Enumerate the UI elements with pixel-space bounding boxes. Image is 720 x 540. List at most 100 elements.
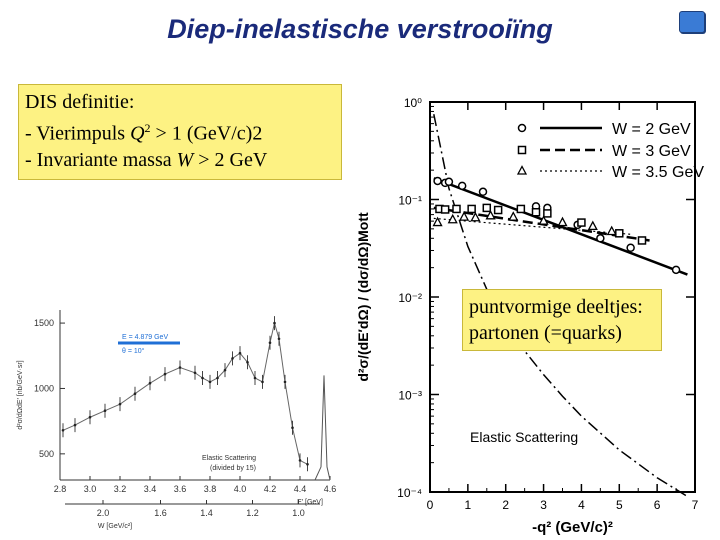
sf-data-point [557, 216, 568, 227]
spec-data-point [88, 415, 92, 419]
spec-w-tick-label: 1.2 [246, 508, 259, 518]
spec-y-tick-label: 1500 [34, 318, 54, 328]
sf-data-point [478, 187, 488, 197]
sf-data-point [457, 181, 467, 191]
spec-x-tick-label: 3.0 [84, 484, 97, 494]
spec-w-tick-label: 1.6 [154, 508, 167, 518]
spec-data-point [238, 351, 242, 355]
sf-fit-line [433, 114, 688, 498]
definition-line-q2: - Vierimpuls Q2 > 1 (GeV/c)2 [25, 115, 335, 147]
sf-y-tick-label: 10⁰ [404, 96, 422, 110]
spec-y-axis-label: d²σ/dΩdE′ [nb/GeV·sr] [17, 360, 24, 429]
spec-data-point [148, 381, 152, 385]
definition-line-w: - Invariante massa W > 2 GeV [25, 147, 335, 173]
spec-data-point [306, 463, 309, 466]
spec-data-point [133, 392, 137, 395]
spec-data-point [208, 380, 212, 384]
sf-data-point [606, 225, 617, 236]
spec-w-axis-label: W [GeV/c²] [98, 523, 132, 530]
spec-data-point [216, 376, 219, 380]
spec-w-tick-label: 1.4 [200, 508, 213, 518]
spec-annotation-note: (divided by 15) [210, 465, 256, 472]
w-variable: W [176, 148, 194, 171]
spec-x-tick-label: 2.8 [54, 484, 67, 494]
sf-x-tick-label: 0 [427, 498, 434, 512]
spec-data-point [291, 426, 294, 429]
sf-data-point [470, 211, 481, 222]
spec-y-tick-label: 1000 [34, 383, 54, 393]
spec-x-tick-label: 3.4 [144, 484, 157, 494]
spec-annotation: Elastic Scattering [202, 455, 256, 462]
sf-x-tick-label: 3 [540, 498, 547, 512]
sf-legend-marker [517, 123, 527, 133]
q-superscript: 2 [144, 121, 151, 135]
sf-x-tick-label: 2 [502, 498, 509, 512]
sf-data-point [452, 204, 461, 214]
sf-legend-marker [516, 165, 528, 175]
q2-suffix: > 1 (GeV/c)2 [150, 122, 263, 145]
sf-legend-label: W = 3.5 GeV [612, 164, 704, 181]
sf-y-tick-label: 10⁻⁴ [397, 486, 422, 500]
parton-box: puntvormige deeltjes: partonen (=quarks) [462, 289, 662, 351]
sf-data-point [432, 216, 443, 227]
sf-data-point [444, 177, 454, 187]
sf-data-point [637, 236, 647, 245]
parton-line-2: partonen (=quarks) [469, 322, 622, 344]
sf-data-point [538, 215, 549, 225]
sf-data-point [516, 204, 526, 214]
w-suffix: > 2 GeV [193, 148, 268, 171]
sf-data-point [485, 209, 496, 220]
sf-data-point [440, 205, 450, 214]
spec-data-point [223, 368, 227, 372]
slide-title: Diep-inelastische verstrooiïng [167, 14, 553, 44]
sf-annotation: Elastic Scattering [470, 429, 578, 445]
spec-data-point [73, 423, 77, 427]
sf-data-point [577, 218, 586, 227]
sf-y-tick-label: 10⁻¹ [398, 194, 422, 208]
spec-data-point [201, 376, 204, 380]
spec-data-point [298, 459, 302, 462]
spec-data-point [193, 371, 197, 375]
spec-data-point [246, 361, 249, 364]
spec-data-point [61, 429, 65, 432]
q2-prefix: - Vierimpuls [25, 122, 131, 145]
sf-x-tick-label: 4 [578, 498, 585, 512]
definition-box: DIS definitie: - Vierimpuls Q2 > 1 (GeV/… [18, 84, 342, 180]
sf-x-tick-label: 7 [692, 498, 699, 512]
sf-data-point [493, 205, 503, 215]
sf-data-point [508, 211, 519, 221]
navigation-button-icon[interactable] [679, 11, 705, 33]
sf-data-point [626, 243, 635, 252]
spec-w-tick-label: 1.0 [292, 508, 305, 518]
spec-x-tick-label: 3.8 [204, 484, 217, 494]
spec-data-point [103, 409, 107, 412]
sf-data-point [543, 209, 552, 218]
spec-data-point [163, 372, 167, 376]
spec-data-point [277, 337, 281, 341]
sf-data-point [433, 176, 442, 186]
structure-function-chart: 0 1 2 3 4 5 6 7 10⁰ 10⁻¹ 10⁻² 10⁻³ 10⁻⁴ -q² (GeV/c)² d… [355, 96, 704, 536]
sf-data-point [447, 213, 458, 224]
sf-legend-label: W = 3 GeV [612, 143, 691, 160]
sf-data-point [467, 204, 476, 214]
spec-data-point [283, 380, 287, 384]
sf-data-point [482, 203, 492, 213]
sf-x-axis-label: -q² (GeV/c)² [532, 519, 613, 536]
spec-data-point [253, 376, 257, 380]
sf-data-point [531, 207, 541, 217]
spec-data-point [273, 321, 276, 325]
spec-data-point [231, 357, 234, 360]
spec-elastic-peak [314, 375, 331, 481]
spec-x-tick-label: 4.6 [324, 484, 337, 494]
spec-y-tick-label: 500 [39, 449, 54, 459]
spec-x-tick-label: 3.6 [174, 484, 187, 494]
sf-data-point [587, 220, 598, 231]
spec-x-tick-label: 4.2 [264, 484, 277, 494]
sf-legend-marker [517, 145, 527, 155]
spec-w-tick-label: 2.0 [97, 508, 110, 518]
spec-legend-angle: θ = 10° [122, 347, 145, 355]
sf-x-tick-label: 6 [654, 498, 661, 512]
spec-data-point [261, 380, 264, 384]
sf-data-point [671, 265, 681, 275]
sf-x-tick-label: 5 [616, 498, 623, 512]
